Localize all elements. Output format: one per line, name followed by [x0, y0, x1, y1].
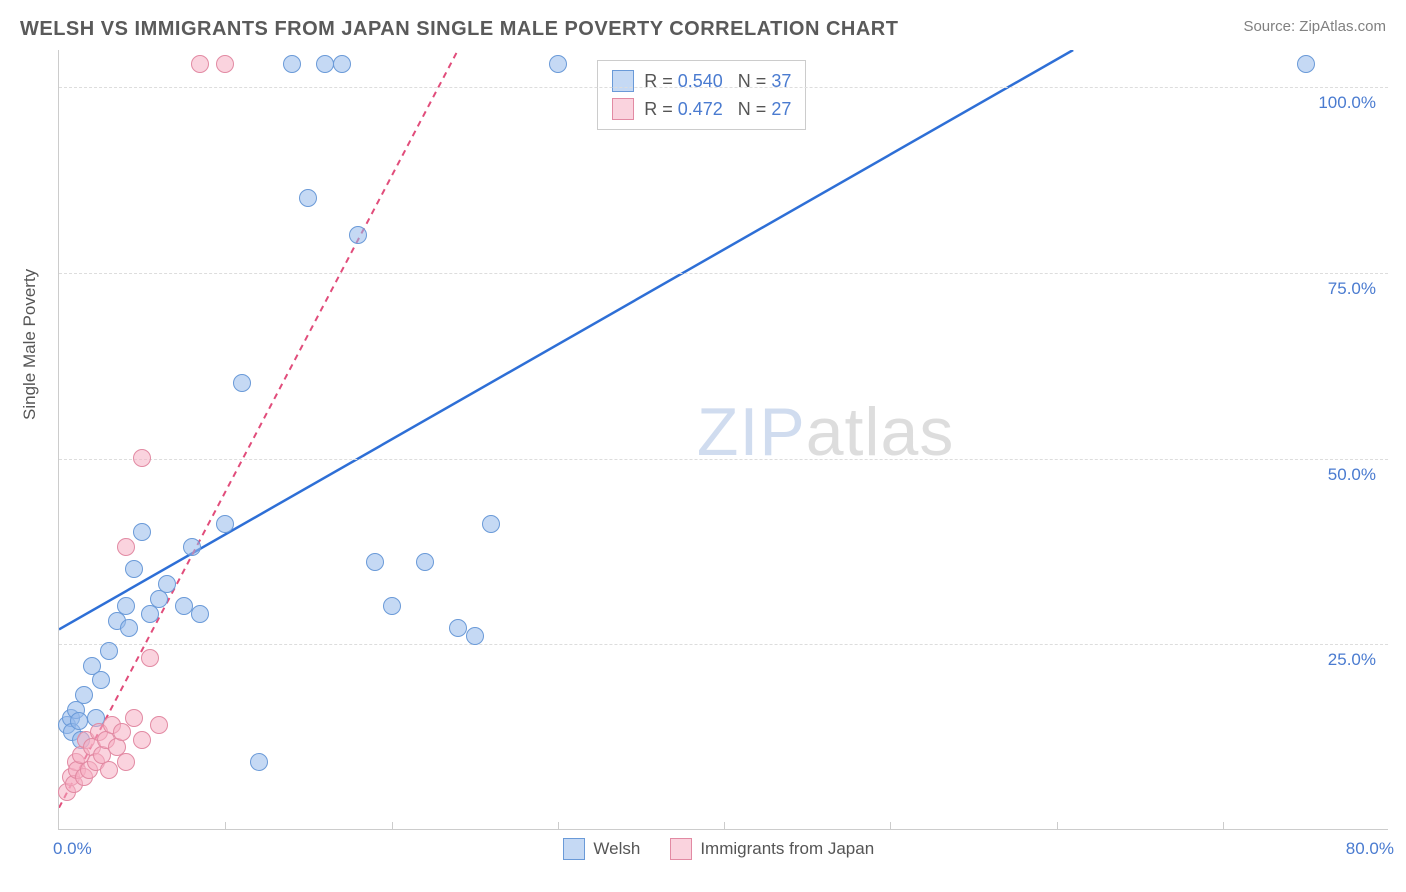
- data-point: [133, 731, 151, 749]
- gridline: [59, 459, 1388, 460]
- legend-row: R = 0.472 N = 27: [612, 95, 791, 123]
- data-point: [283, 55, 301, 73]
- data-point: [1297, 55, 1315, 73]
- correlation-legend: R = 0.540 N = 37 R = 0.472 N = 27: [597, 60, 806, 130]
- series-name: Welsh: [593, 839, 640, 859]
- legend-stats: R = 0.472 N = 27: [644, 99, 791, 120]
- data-point: [100, 642, 118, 660]
- legend-swatch: [612, 70, 634, 92]
- data-point: [366, 553, 384, 571]
- gridline: [59, 87, 1388, 88]
- y-tick-label: 50.0%: [1328, 465, 1376, 485]
- gridline: [59, 273, 1388, 274]
- scatter-plot: ZIPatlas R = 0.540 N = 37R = 0.472 N = 2…: [58, 50, 1388, 830]
- y-tick-label: 25.0%: [1328, 650, 1376, 670]
- x-min-label: 0.0%: [53, 839, 92, 859]
- gridline: [59, 644, 1388, 645]
- series-legend-item: Welsh: [563, 838, 640, 860]
- x-tick: [392, 822, 393, 830]
- legend-stats: R = 0.540 N = 37: [644, 71, 791, 92]
- data-point: [216, 515, 234, 533]
- x-tick: [225, 822, 226, 830]
- data-point: [125, 709, 143, 727]
- legend-row: R = 0.540 N = 37: [612, 67, 791, 95]
- series-legend-item: Immigrants from Japan: [670, 838, 874, 860]
- data-point: [191, 55, 209, 73]
- x-tick: [1057, 822, 1058, 830]
- data-point: [133, 449, 151, 467]
- series-legend: Welsh Immigrants from Japan: [563, 838, 874, 860]
- data-point: [117, 753, 135, 771]
- data-point: [133, 523, 151, 541]
- data-point: [141, 649, 159, 667]
- y-tick-label: 75.0%: [1328, 279, 1376, 299]
- data-point: [333, 55, 351, 73]
- x-max-label: 80.0%: [1346, 839, 1394, 859]
- data-point: [233, 374, 251, 392]
- x-tick: [724, 822, 725, 830]
- x-tick: [890, 822, 891, 830]
- data-point: [250, 753, 268, 771]
- data-point: [216, 55, 234, 73]
- data-point: [299, 189, 317, 207]
- data-point: [183, 538, 201, 556]
- data-point: [158, 575, 176, 593]
- data-point: [75, 686, 93, 704]
- data-point: [349, 226, 367, 244]
- legend-swatch: [670, 838, 692, 860]
- data-point: [549, 55, 567, 73]
- data-point: [113, 723, 131, 741]
- x-tick: [1223, 822, 1224, 830]
- data-point: [117, 597, 135, 615]
- data-point: [383, 597, 401, 615]
- data-point: [416, 553, 434, 571]
- data-point: [175, 597, 193, 615]
- data-point: [482, 515, 500, 533]
- chart-title: WELSH VS IMMIGRANTS FROM JAPAN SINGLE MA…: [20, 18, 898, 41]
- data-point: [150, 716, 168, 734]
- data-point: [449, 619, 467, 637]
- trend-line: [59, 50, 1073, 629]
- data-point: [70, 712, 88, 730]
- data-point: [466, 627, 484, 645]
- data-point: [92, 671, 110, 689]
- data-point: [100, 761, 118, 779]
- x-tick: [558, 822, 559, 830]
- source-label: Source: ZipAtlas.com: [1243, 18, 1386, 35]
- data-point: [316, 55, 334, 73]
- legend-swatch: [612, 98, 634, 120]
- series-name: Immigrants from Japan: [700, 839, 874, 859]
- legend-swatch: [563, 838, 585, 860]
- data-point: [120, 619, 138, 637]
- y-tick-label: 100.0%: [1318, 93, 1376, 113]
- data-point: [125, 560, 143, 578]
- data-point: [191, 605, 209, 623]
- data-point: [117, 538, 135, 556]
- trend-lines: [59, 50, 1389, 830]
- trend-line: [59, 50, 458, 808]
- y-axis-label: Single Male Poverty: [20, 269, 40, 420]
